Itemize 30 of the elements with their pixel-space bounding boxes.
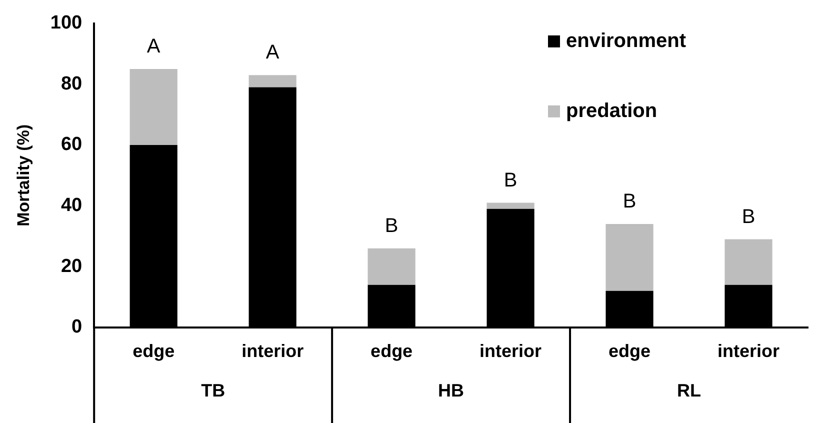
annotation: A <box>146 36 161 58</box>
x-tick-label: interior <box>718 341 780 362</box>
bar <box>368 248 416 285</box>
annotation: B <box>384 214 398 237</box>
x-tick-label: interior <box>480 341 542 362</box>
annotation: B <box>742 206 756 228</box>
y-tick-label: 0 <box>72 316 82 338</box>
legend-label: environment <box>566 30 686 52</box>
annotation: A <box>266 42 280 64</box>
bar <box>606 224 654 291</box>
y-tick-label: 40 <box>60 195 82 216</box>
bar <box>248 75 296 88</box>
y-tick-label: 20 <box>60 256 82 277</box>
text: RL <box>677 380 702 400</box>
x-tick-label: edge <box>132 341 175 362</box>
annotation: B <box>622 190 636 213</box>
x-tick-label: interior <box>242 341 304 362</box>
x-tick-label: edge <box>608 341 651 362</box>
text: TB <box>201 380 226 400</box>
annotation: B <box>504 169 518 192</box>
y-tick-label: 80 <box>60 73 82 94</box>
text: HB <box>438 380 464 400</box>
y-axis-title: Mortality (%) <box>14 124 33 226</box>
bar <box>130 69 178 145</box>
legend-label: predation <box>566 100 658 122</box>
bar <box>724 239 772 285</box>
bar <box>486 202 534 209</box>
x-tick-label: edge <box>370 341 413 362</box>
y-tick-label: 100 <box>50 12 82 34</box>
y-tick-label: 60 <box>60 134 82 156</box>
